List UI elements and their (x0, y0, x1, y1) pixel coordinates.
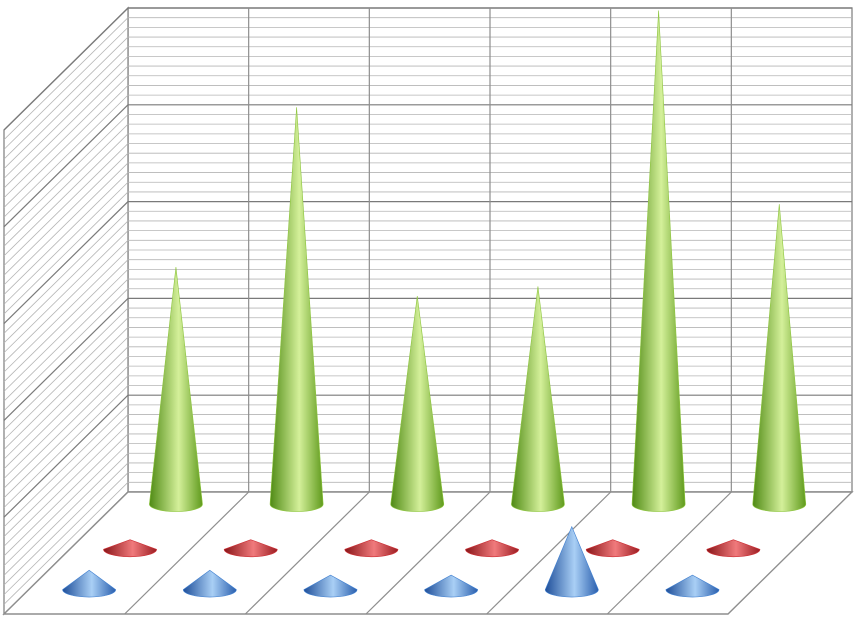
cone-mark (223, 539, 278, 558)
cone-series-2-cat-3 (511, 286, 565, 512)
side-minor-gridline (3, 75, 129, 199)
side-minor-gridline (3, 65, 129, 189)
side-minor-gridline (3, 210, 129, 334)
cone-mark (62, 569, 116, 598)
floor-divider (124, 491, 250, 615)
side-minor-gridline (3, 259, 129, 382)
side-minor-gridline (3, 133, 129, 257)
cone-series-0-cat-2 (303, 574, 358, 598)
cone-mark (182, 569, 237, 598)
side-minor-gridline (3, 17, 129, 140)
side-major-gridline (3, 104, 129, 228)
side-minor-gridline (3, 336, 129, 460)
cone-mark (149, 267, 203, 512)
floor-divider (244, 491, 370, 615)
cone-mark (631, 10, 686, 512)
side-minor-gridline (3, 278, 129, 402)
cone-mark (511, 286, 565, 512)
side-minor-gridline (3, 307, 129, 431)
cone-mark (706, 539, 761, 558)
side-minor-gridline (3, 327, 129, 450)
side-minor-gridline (3, 423, 129, 547)
side-minor-gridline (3, 220, 129, 344)
side-minor-gridline (3, 240, 129, 363)
side-major-gridline (3, 297, 129, 421)
cone-series-1-cat-5 (706, 539, 761, 558)
cone-series-2-cat-5 (752, 204, 807, 512)
side-minor-gridline (3, 356, 129, 479)
cone-series-1-cat-2 (344, 539, 399, 558)
cone-series-0-cat-5 (665, 574, 720, 598)
cone-mark (344, 539, 399, 558)
side-minor-gridline (3, 56, 129, 179)
cone-series-1-cat-1 (223, 539, 278, 558)
side-minor-gridline (3, 85, 129, 208)
cone-series-1-cat-3 (465, 539, 519, 558)
side-minor-gridline (3, 230, 129, 353)
cone-series-2-cat-0 (149, 267, 203, 512)
side-minor-gridline (3, 452, 129, 576)
floor-divider (486, 491, 612, 615)
side-minor-gridline (3, 152, 129, 276)
cone-series-0-cat-1 (182, 569, 237, 598)
side-minor-gridline (3, 123, 129, 247)
side-minor-gridline (3, 172, 129, 295)
cone-mark (424, 574, 478, 598)
floor-divider (365, 491, 491, 615)
side-minor-gridline (3, 472, 129, 595)
cone-series-0-cat-0 (62, 569, 116, 598)
chart-series-cones (62, 10, 807, 598)
chart-walls (3, 6, 853, 616)
side-minor-gridline (3, 433, 129, 557)
side-minor-gridline (3, 346, 129, 470)
side-minor-gridline (3, 375, 129, 499)
cone-series-1-cat-4 (585, 539, 640, 558)
side-major-gridline (3, 7, 129, 131)
side-minor-gridline (3, 249, 129, 373)
side-minor-gridline (3, 462, 129, 586)
side-minor-gridline (3, 414, 129, 537)
cone-series-1-cat-0 (103, 539, 157, 558)
side-minor-gridline (3, 46, 129, 170)
cone-mark (303, 574, 358, 598)
side-minor-gridline (3, 269, 129, 392)
cone-series-2-cat-4 (631, 10, 686, 512)
cone-series-0-cat-4 (544, 525, 599, 598)
cone-series-2-cat-1 (269, 107, 324, 512)
side-minor-gridline (3, 482, 129, 605)
side-minor-gridline (3, 162, 129, 286)
cone-series-0-cat-3 (424, 574, 478, 598)
cone-mark (390, 296, 445, 512)
cone-mark (269, 107, 324, 512)
side-major-gridline (3, 201, 129, 325)
side-minor-gridline (3, 36, 129, 160)
side-minor-gridline (3, 317, 129, 441)
side-minor-gridline (3, 27, 129, 150)
cone-mark (665, 574, 720, 598)
cone-mark (103, 539, 157, 558)
side-minor-gridline (3, 143, 129, 266)
side-minor-gridline (3, 181, 129, 305)
cone-mark (544, 525, 599, 598)
cone-series-2-cat-2 (390, 296, 445, 512)
side-minor-gridline (3, 365, 129, 489)
side-major-gridline (3, 394, 129, 518)
cone-mark (585, 539, 640, 558)
side-minor-gridline (3, 191, 129, 315)
cone-mark (752, 204, 807, 512)
side-minor-gridline (3, 404, 129, 528)
side-minor-gridline (3, 443, 129, 566)
cone-mark (465, 539, 519, 558)
side-minor-gridline (3, 114, 129, 237)
side-minor-gridline (3, 385, 129, 508)
floor-divider (606, 491, 732, 615)
side-minor-gridline (3, 94, 129, 218)
side-minor-gridline (3, 288, 129, 412)
